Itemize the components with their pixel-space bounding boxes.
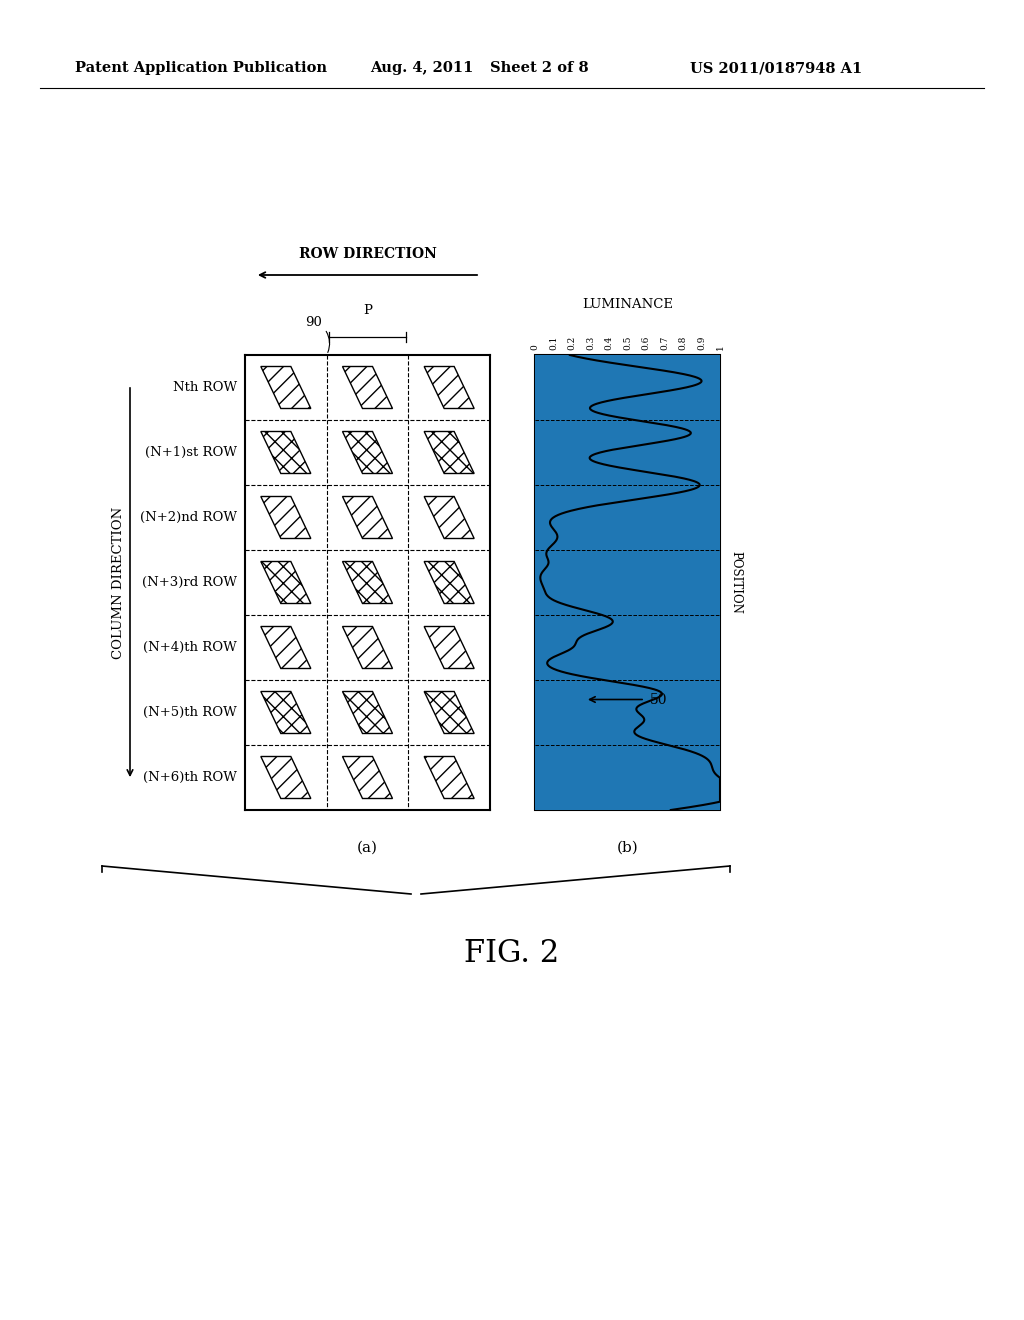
- Polygon shape: [424, 692, 474, 734]
- Text: 0.1: 0.1: [549, 335, 558, 350]
- Text: (a): (a): [357, 841, 378, 855]
- Text: Patent Application Publication: Patent Application Publication: [75, 61, 327, 75]
- Text: US 2011/0187948 A1: US 2011/0187948 A1: [690, 61, 862, 75]
- Text: (N+3)rd ROW: (N+3)rd ROW: [142, 576, 237, 589]
- Polygon shape: [424, 756, 474, 799]
- Text: (N+4)th ROW: (N+4)th ROW: [143, 642, 237, 653]
- Text: (N+2)nd ROW: (N+2)nd ROW: [140, 511, 237, 524]
- Polygon shape: [342, 432, 392, 474]
- Polygon shape: [342, 756, 392, 799]
- Polygon shape: [261, 496, 311, 539]
- Polygon shape: [342, 627, 392, 668]
- Bar: [535, 355, 720, 810]
- Text: Nth ROW: Nth ROW: [173, 381, 237, 393]
- Text: 0.7: 0.7: [660, 335, 669, 350]
- Text: 0.2: 0.2: [567, 335, 577, 350]
- Text: 0.6: 0.6: [641, 335, 650, 350]
- Text: 0.4: 0.4: [604, 335, 613, 350]
- Text: 0.5: 0.5: [623, 335, 632, 350]
- Text: (b): (b): [616, 841, 638, 855]
- Polygon shape: [261, 432, 311, 474]
- Polygon shape: [261, 756, 311, 799]
- Text: 90: 90: [305, 317, 322, 330]
- Polygon shape: [261, 627, 311, 668]
- Polygon shape: [261, 367, 311, 408]
- Text: 0.3: 0.3: [586, 335, 595, 350]
- Text: POSITION: POSITION: [729, 550, 742, 614]
- Polygon shape: [424, 561, 474, 603]
- Text: ROW DIRECTION: ROW DIRECTION: [299, 247, 436, 261]
- Bar: [535, 355, 720, 810]
- Text: (N+6)th ROW: (N+6)th ROW: [143, 771, 237, 784]
- Text: COLUMN DIRECTION: COLUMN DIRECTION: [112, 507, 125, 659]
- Text: P: P: [362, 305, 372, 318]
- Polygon shape: [424, 627, 474, 668]
- Text: Aug. 4, 2011: Aug. 4, 2011: [370, 61, 473, 75]
- Text: (N+5)th ROW: (N+5)th ROW: [143, 706, 237, 719]
- Polygon shape: [261, 561, 311, 603]
- Text: 0.9: 0.9: [697, 335, 706, 350]
- Polygon shape: [342, 496, 392, 539]
- Polygon shape: [424, 432, 474, 474]
- Text: 1: 1: [716, 345, 725, 350]
- Polygon shape: [261, 692, 311, 734]
- Text: Sheet 2 of 8: Sheet 2 of 8: [490, 61, 589, 75]
- Text: 0.8: 0.8: [679, 335, 687, 350]
- Polygon shape: [424, 496, 474, 539]
- Polygon shape: [342, 367, 392, 408]
- Text: FIG. 2: FIG. 2: [464, 939, 560, 969]
- Polygon shape: [342, 561, 392, 603]
- Text: 0: 0: [530, 345, 540, 350]
- Text: (N+1)st ROW: (N+1)st ROW: [145, 446, 237, 459]
- Polygon shape: [424, 367, 474, 408]
- Text: LUMINANCE: LUMINANCE: [582, 298, 673, 312]
- Text: 50: 50: [650, 693, 668, 706]
- Polygon shape: [342, 692, 392, 734]
